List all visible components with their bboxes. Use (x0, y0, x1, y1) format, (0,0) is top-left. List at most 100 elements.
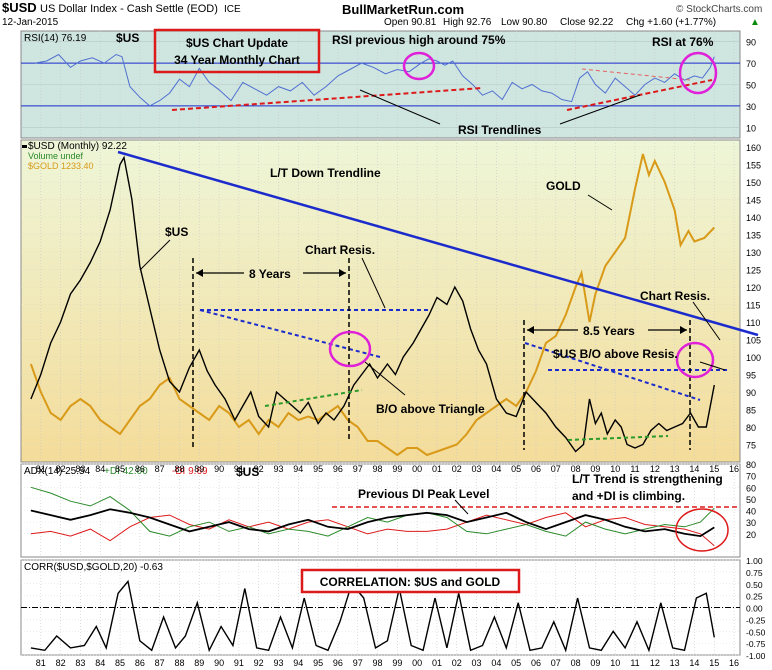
x-tick-label: 13 (670, 464, 680, 474)
x-tick-label: 84 (95, 464, 105, 474)
x-tick-label: 83 (75, 658, 85, 668)
up-arrow-icon: ▲ (750, 17, 760, 28)
x-tick-label: 82 (56, 464, 66, 474)
x-tick-label: 10 (610, 658, 620, 668)
lt-down-label: L/T Down Trendline (270, 166, 381, 180)
price-legend-gold: $GOLD 1233.40 (28, 161, 94, 171)
y-tick-label: 0.50 (746, 580, 763, 590)
site-title: BullMarketRun.com (342, 2, 464, 17)
y-tick-label: 90 (746, 388, 756, 398)
adx-legend: ADX(14) 25.54 (24, 466, 91, 477)
rsi-trendlines-label: RSI Trendlines (458, 123, 542, 137)
y-tick-label: 75 (746, 441, 756, 451)
x-tick-label: 15 (709, 658, 719, 668)
chart-resis-label-2: Chart Resis. (640, 289, 710, 303)
x-tick-label: 00 (412, 464, 422, 474)
chart-date: 12-Jan-2015 (2, 17, 59, 28)
x-tick-label: 99 (392, 658, 402, 668)
x-tick-label: 09 (590, 658, 600, 668)
x-tick-label: 90 (214, 658, 224, 668)
x-tick-label: 01 (432, 658, 442, 668)
x-tick-label: 03 (472, 464, 482, 474)
rsi-legend-text: RSI(14) 76.19 (24, 33, 87, 44)
x-tick-label: 94 (293, 464, 303, 474)
us-label: $US (165, 225, 188, 239)
adx-line (30, 508, 715, 538)
y-tick-label: 135 (746, 231, 761, 241)
x-tick-label: 82 (56, 658, 66, 668)
y-tick-label: 50 (746, 81, 756, 91)
rsi-at-76-label: RSI at 76% (652, 35, 714, 49)
x-tick-label: 14 (689, 464, 699, 474)
y-tick-label: -0.25 (746, 615, 766, 625)
y-tick-label: 20 (746, 530, 756, 540)
x-tick-label: 86 (135, 464, 145, 474)
rsi-high-circle-1 (402, 51, 436, 81)
y-tick-label: 90 (746, 38, 756, 48)
x-tick-label: 96 (333, 658, 343, 668)
x-tick-label: 12 (650, 464, 660, 474)
rsi-legend: RSI(14) 76.19 (24, 33, 87, 44)
pointer-bo-triangle (364, 361, 406, 396)
x-tick-label: 91 (234, 464, 244, 474)
x-tick-label: 95 (313, 464, 323, 474)
rsi-pointer-1 (359, 89, 441, 125)
x-tick-label: 05 (511, 658, 521, 668)
correlation-box (300, 568, 521, 594)
x-tick-label: 88 (174, 658, 184, 668)
x-tick-label: 96 (333, 464, 343, 474)
price-panel (20, 139, 741, 463)
x-tick-label: 09 (590, 464, 600, 474)
watermark: © StockCharts.com (676, 4, 762, 15)
x-tick-label: 03 (472, 658, 482, 668)
x-tick-label: 14 (689, 658, 699, 668)
arrow-right-icon (339, 269, 346, 277)
x-tick-label: 84 (95, 658, 105, 668)
y-tick-label: 140 (746, 213, 761, 223)
x-tick-label: 08 (571, 658, 581, 668)
correlation-box-label: CORRELATION: $US and GOLD (320, 575, 501, 589)
x-tick-label: 05 (511, 464, 521, 474)
rsi-red-trendline-1 (171, 87, 483, 111)
usd-line (30, 155, 715, 453)
x-tick-label: 83 (75, 464, 85, 474)
x-tick-label: 06 (531, 464, 541, 474)
y-tick-label: 130 (746, 248, 761, 258)
triangle-upper-line (199, 309, 381, 358)
x-tick-label: 07 (551, 464, 561, 474)
y-tick-label: 0.75 (746, 568, 763, 578)
adx-panel (20, 463, 741, 558)
di-climb-circle (675, 508, 729, 552)
y-tick-label: 70 (746, 59, 756, 69)
arrow-right-icon (680, 326, 687, 334)
x-tick-label: 07 (551, 658, 561, 668)
quote-low: Low 90.80 (501, 17, 548, 28)
support-line-2008 (567, 435, 669, 441)
x-tick-label: 15 (709, 464, 719, 474)
chart-resis-line-2 (524, 342, 701, 401)
eight-years-label: 8 Years (249, 267, 291, 281)
x-tick-label: 98 (373, 658, 383, 668)
y-tick-label: 70 (746, 472, 756, 482)
minus-di-line (30, 512, 715, 547)
x-tick-label: 86 (135, 658, 145, 668)
x-tick-label: 97 (353, 464, 363, 474)
x-tick-label: 81 (36, 464, 46, 474)
plus-di-legend: +DI 42.00 (104, 466, 148, 477)
y-tick-label: 50 (746, 495, 756, 505)
y-tick-label: 1.00 (746, 556, 763, 566)
x-tick-label: 89 (194, 464, 204, 474)
pointer-bo-resis (699, 361, 726, 371)
bo-triangle-label: B/O above Triangle (376, 402, 485, 416)
x-tick-label: 08 (571, 464, 581, 474)
pointer-prev-di (454, 499, 469, 515)
exchange-label: ICE (224, 4, 241, 15)
x-tick-label: 02 (452, 658, 462, 668)
rsi-prev-high-label: RSI previous high around 75% (332, 33, 506, 47)
update-box (153, 28, 321, 74)
y-tick-label: 120 (746, 283, 761, 293)
x-tick-label: 12 (650, 658, 660, 668)
y-tick-label: 125 (746, 266, 761, 276)
